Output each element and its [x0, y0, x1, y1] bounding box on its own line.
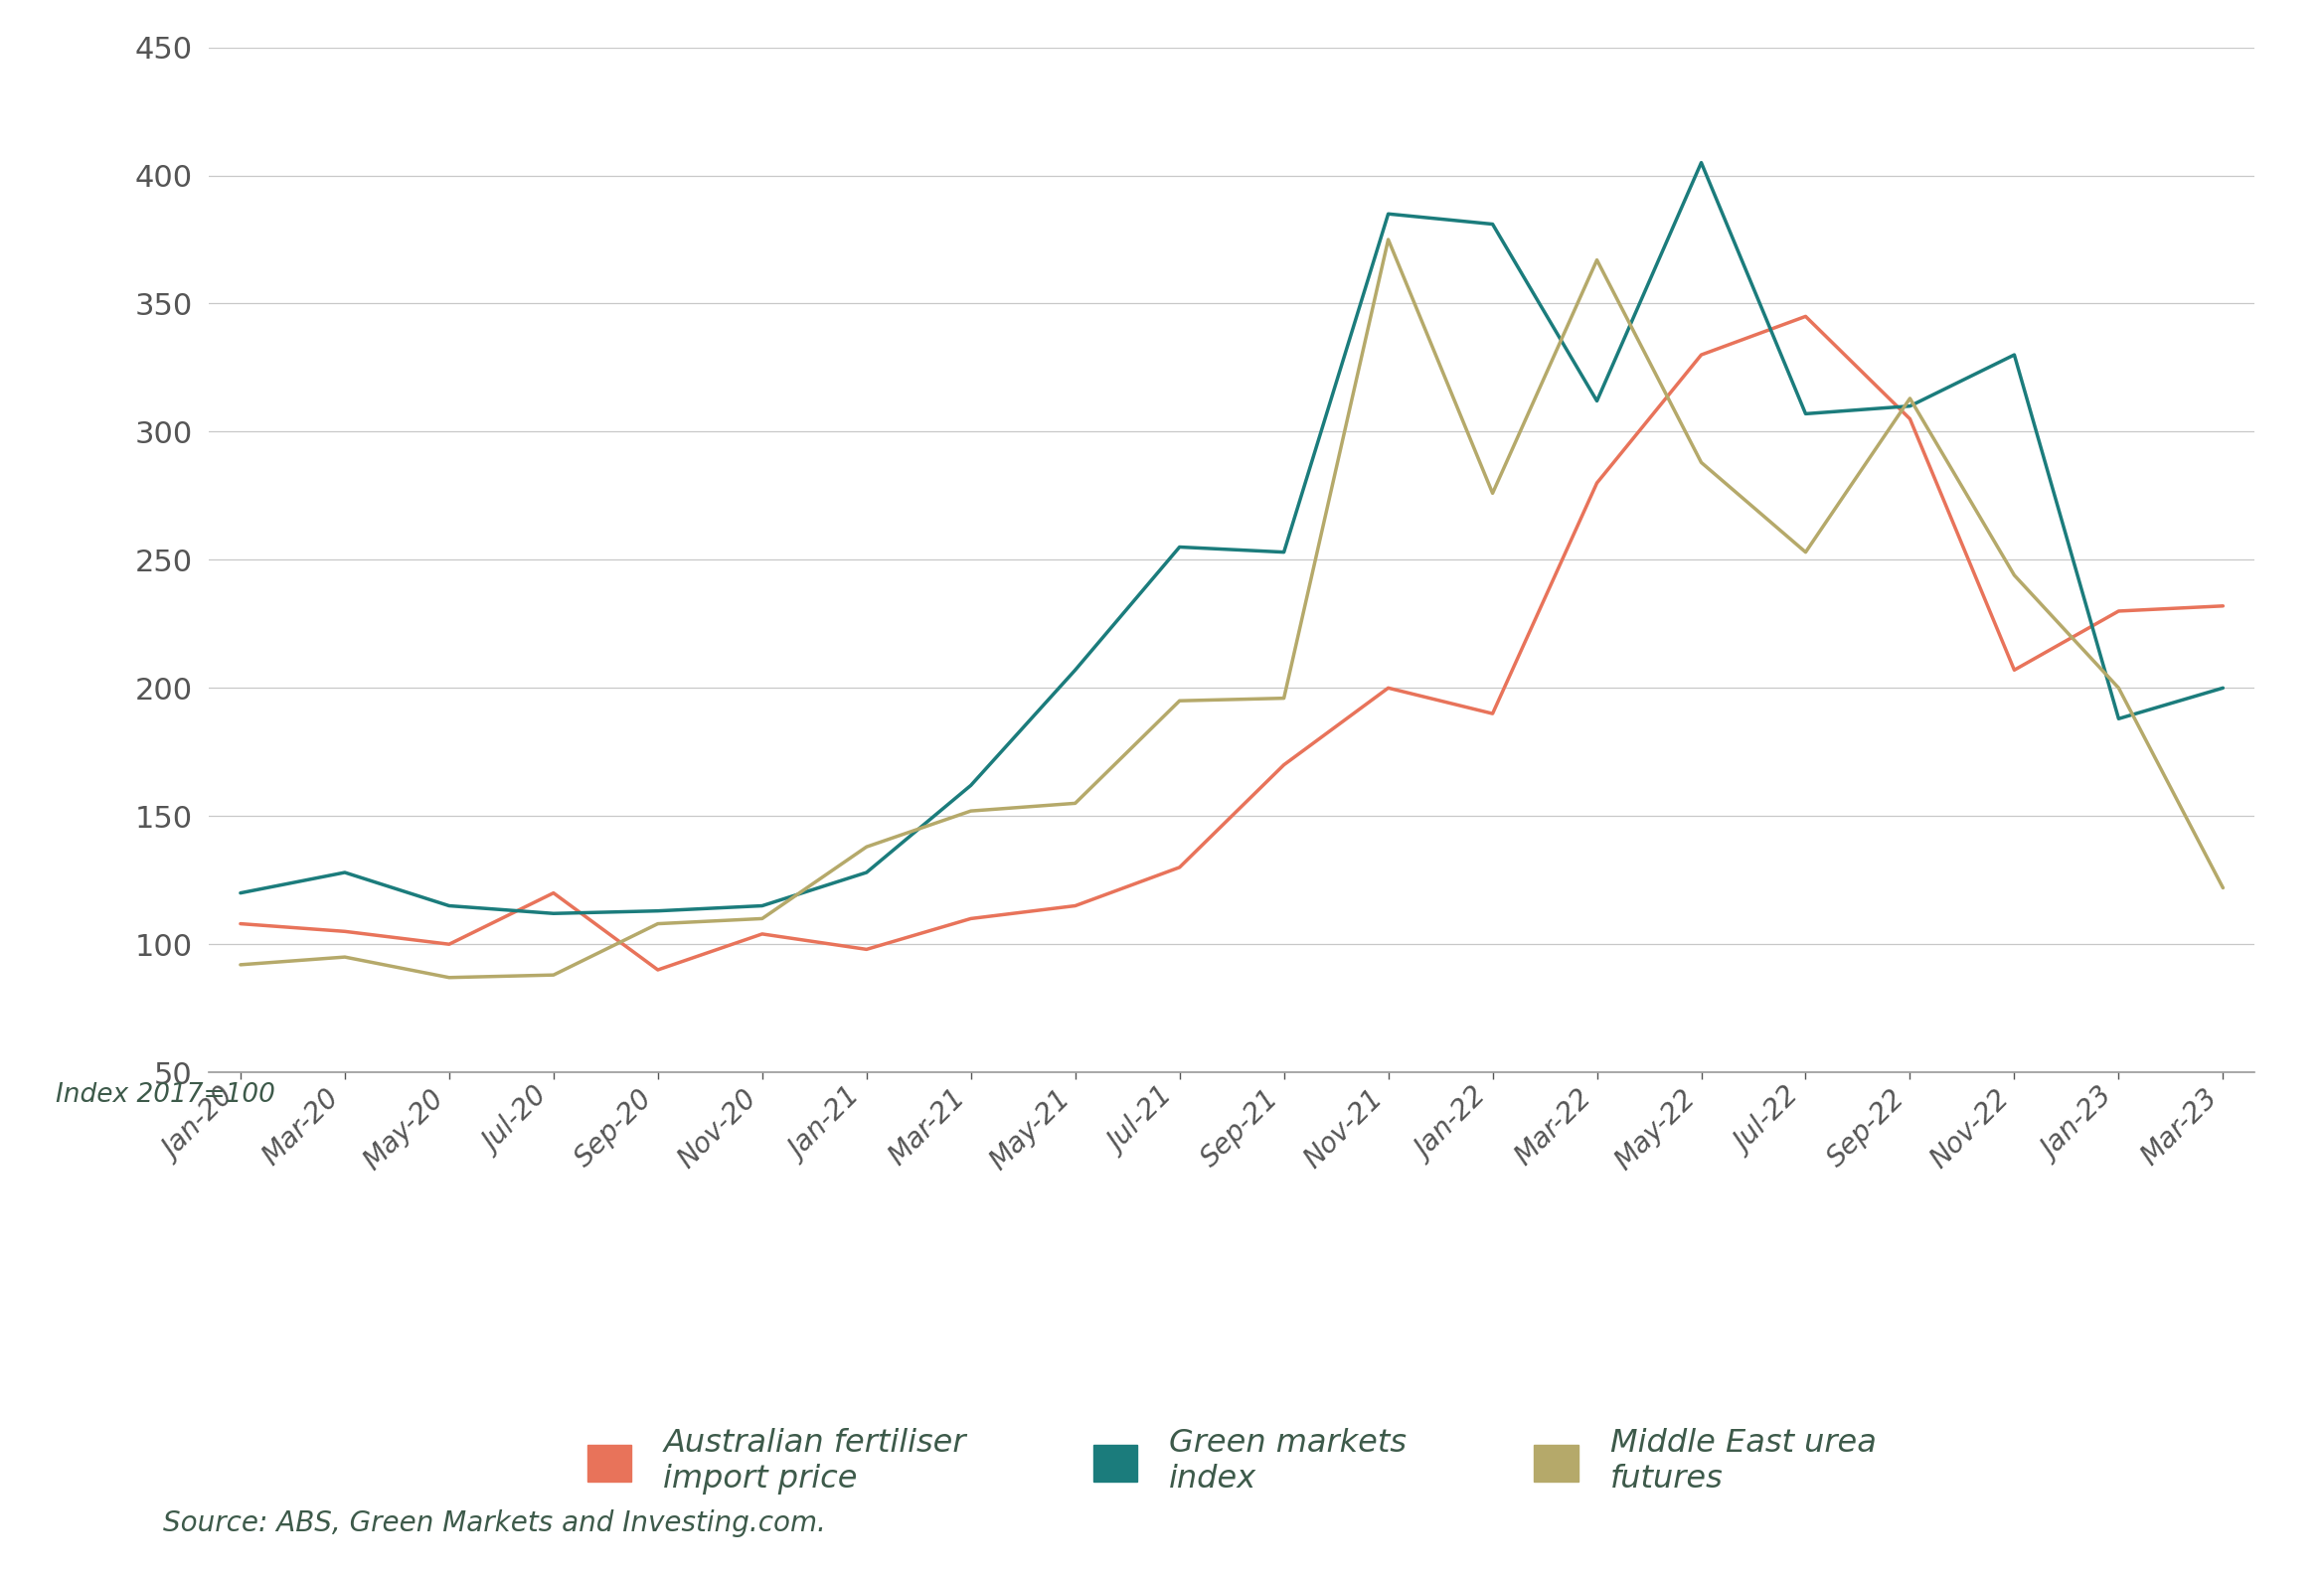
Legend: Australian fertiliser
import price, Green markets
index, Middle East urea
future: Australian fertiliser import price, Gree…: [574, 1416, 1889, 1508]
Text: Source: ABS, Green Markets and Investing.com.: Source: ABS, Green Markets and Investing…: [163, 1509, 825, 1538]
Text: Index 2017=100: Index 2017=100: [56, 1082, 274, 1109]
